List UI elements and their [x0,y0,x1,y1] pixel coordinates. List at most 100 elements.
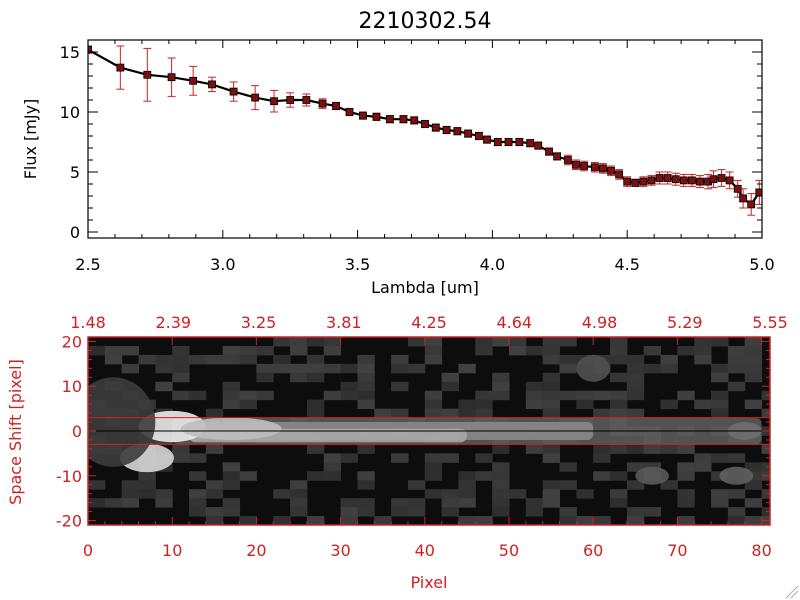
noise-cell [104,354,123,365]
noise-cell [138,489,156,499]
noise-cell [744,399,763,410]
noise-cell [222,354,241,365]
noise-cell [626,516,645,525]
noise-cell [424,408,443,419]
noise-cell [492,372,510,383]
noise-cell [424,462,443,472]
x-tick-label: 70 [667,541,687,560]
noise-cell [610,399,628,410]
noise-cell [744,498,763,508]
flux-point [442,126,451,134]
noise-cell [694,337,712,347]
x-tick-label: 60 [583,541,603,560]
noise-cell [290,345,308,356]
flux-point [167,73,176,82]
noise-cell [391,354,409,365]
noise-cell [626,372,645,383]
noise-cell [643,507,662,517]
noise-cell [610,471,628,481]
flux-point [725,176,734,185]
flux-point [709,175,718,184]
noise-cell [306,363,325,374]
emission-spot [180,417,282,440]
noise-cell [357,444,375,454]
noise-cell [694,462,712,472]
noise-cell [189,471,207,481]
noise-cell [424,399,443,410]
extraction-window-lines [88,417,770,445]
noise-cell [626,354,645,365]
flux-point [515,138,524,146]
noise-cell [660,480,678,490]
noise-cell [239,390,257,401]
noise-cell [441,372,459,383]
noise-cell [711,390,729,401]
noise-cell [744,516,763,525]
noise-cell [306,337,325,347]
noise-cell [121,345,140,356]
noise-cell [189,498,207,508]
noise-cell [727,516,746,525]
flux-point [88,45,92,54]
x-tick-label: 80 [751,541,771,560]
noise-cell [458,480,476,490]
flux-point [580,162,588,170]
resize-grip-icon[interactable] [785,585,799,599]
noise-cell [542,444,561,454]
noise-cell [323,390,342,401]
flux-point [189,76,198,85]
noise-cell [424,390,443,401]
noise-cell [492,381,510,392]
noise-cell [273,489,291,499]
noise-cell [273,337,291,347]
x-tick-label: 10 [162,541,182,560]
noise-cell [610,345,628,356]
noise-cell [610,408,628,419]
noise-cell [458,489,476,499]
noise-cell [542,345,561,356]
flux-point [671,175,680,184]
noise-cell [711,489,729,499]
noise-cell [340,453,358,463]
noise-cell [677,471,695,481]
flux-point [475,132,483,140]
y-tick-label: 0 [70,223,80,242]
flux-point [739,194,748,203]
noise-cell [121,480,140,490]
noise-cell [458,408,476,419]
noise-cell [458,363,476,374]
x-tick-label: 2.5 [75,255,100,274]
noise-cell [475,337,493,347]
noise-cell [559,390,577,401]
emission-spot [719,466,754,485]
noise-cell [542,381,561,392]
image-noise-cells [88,337,770,525]
noise-cell [138,354,156,365]
spectrum-plot-frame [87,39,763,239]
noise-cell [306,516,325,525]
noise-cell [340,363,358,374]
flux-line [88,48,761,206]
noise-cell [525,498,544,508]
noise-cell [290,507,308,517]
noise-cell [357,390,375,401]
noise-cell [391,408,409,419]
noise-cell [727,381,746,392]
noise-cell [643,444,662,454]
flux-point [679,176,688,185]
noise-cell [407,337,426,347]
flux-point [483,135,491,144]
noise-cell [357,372,375,383]
noise-cell [239,471,257,481]
spectrum-marks [88,45,762,216]
noise-cell [643,345,662,356]
noise-cell [761,408,770,419]
noise-cell [525,399,544,410]
noise-cell [290,372,308,383]
image-x-axis-label: Pixel [410,573,447,592]
noise-cell [711,453,729,463]
noise-cell [744,462,763,472]
noise-cell [357,381,375,392]
flux-point [229,87,238,96]
noise-cell [475,408,493,419]
